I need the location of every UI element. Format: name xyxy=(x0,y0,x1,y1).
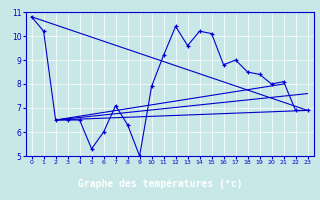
Text: Graphe des températures (°c): Graphe des températures (°c) xyxy=(78,179,242,189)
